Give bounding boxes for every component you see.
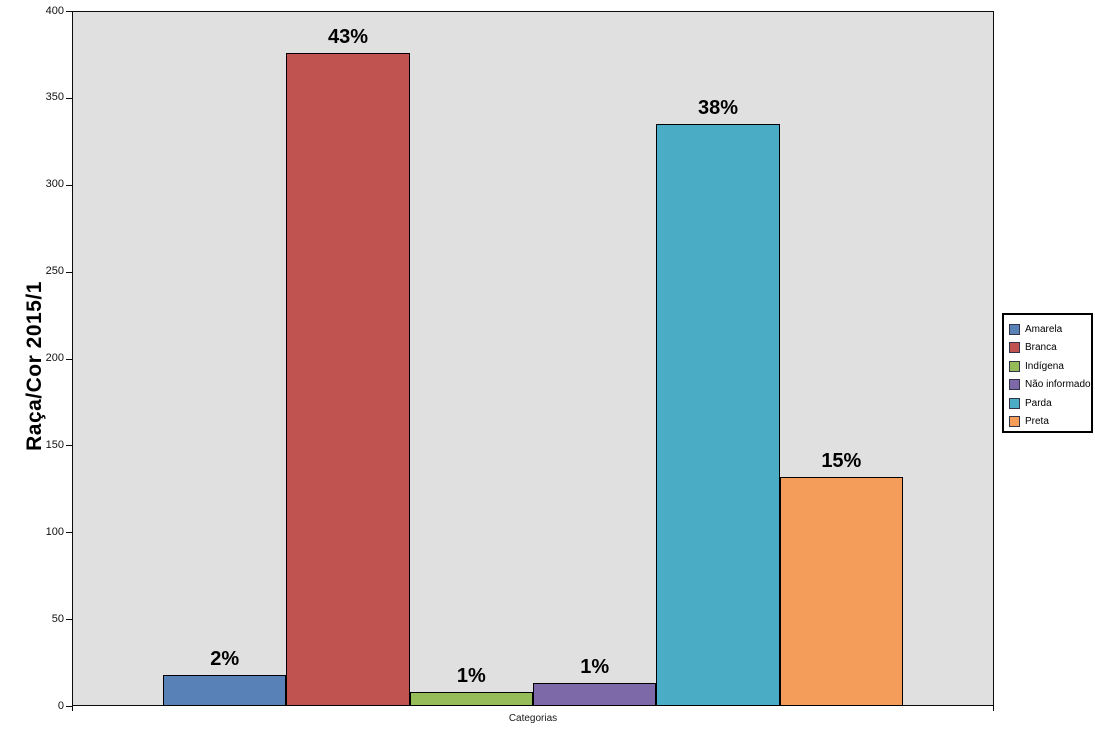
x-tick-mark <box>993 706 994 711</box>
legend-item: Não informado <box>1009 376 1091 395</box>
legend-item-label: Parda <box>1025 397 1052 409</box>
legend-item-label: Branca <box>1025 342 1057 354</box>
y-tick-mark <box>66 185 72 186</box>
y-tick-mark <box>66 619 72 620</box>
legend-item: Branca <box>1009 339 1091 358</box>
y-tick-label: 350 <box>45 91 64 104</box>
legend: Amarela Branca Indígena Não informado Parda P… <box>1002 313 1093 433</box>
legend-swatch-icon <box>1009 416 1020 428</box>
y-tick-mark <box>66 445 72 446</box>
y-tick-mark <box>66 11 72 12</box>
y-tick-label: 400 <box>45 4 64 17</box>
bar-value-label: 38% <box>697 96 739 119</box>
y-tick-label: 50 <box>51 612 64 625</box>
y-tick-mark <box>66 359 72 360</box>
legend-swatch-icon <box>1009 323 1020 335</box>
y-tick-mark <box>66 706 72 707</box>
legend-item-label: Indígena <box>1025 360 1064 372</box>
bar-amarela <box>163 674 287 706</box>
x-tick-mark <box>72 706 73 711</box>
y-tick-label: 100 <box>45 525 64 538</box>
bar-value-label: 1% <box>580 656 610 679</box>
bar-value-label: 15% <box>821 449 862 472</box>
y-tick-label: 250 <box>45 265 64 278</box>
y-tick-mark <box>66 98 72 99</box>
y-axis-title: Raça/Cor 2015/1 <box>23 281 46 451</box>
legend-item-label: Preta <box>1025 416 1049 428</box>
bar-preta <box>779 476 903 706</box>
legend-item-label: Amarela <box>1025 323 1063 335</box>
legend-swatch-icon <box>1009 360 1020 372</box>
bar-indígena <box>409 692 533 706</box>
bar-branca <box>286 52 410 706</box>
y-tick-label: 150 <box>45 438 64 451</box>
y-tick-label: 300 <box>45 178 64 191</box>
y-tick-label: 0 <box>57 699 64 712</box>
bar-value-label: 2% <box>210 647 240 670</box>
legend-item: Parda <box>1009 394 1091 413</box>
bar-value-label: 43% <box>327 25 369 48</box>
y-tick-mark <box>66 272 72 273</box>
legend-item: Preta <box>1009 413 1091 432</box>
legend-item-label: Não informado <box>1025 379 1091 391</box>
legend-swatch-icon <box>1009 342 1020 354</box>
legend-item: Indígena <box>1009 357 1091 376</box>
y-tick-mark <box>66 532 72 533</box>
bar-parda <box>656 123 780 706</box>
bar-value-label: 1% <box>456 665 486 688</box>
legend-item: Amarela <box>1009 320 1091 339</box>
x-axis-title: Categorias <box>508 713 558 724</box>
bar-não-informado <box>533 683 657 706</box>
y-tick-label: 200 <box>45 352 64 364</box>
legend-swatch-icon <box>1009 379 1020 391</box>
legend-swatch-icon <box>1009 397 1020 409</box>
